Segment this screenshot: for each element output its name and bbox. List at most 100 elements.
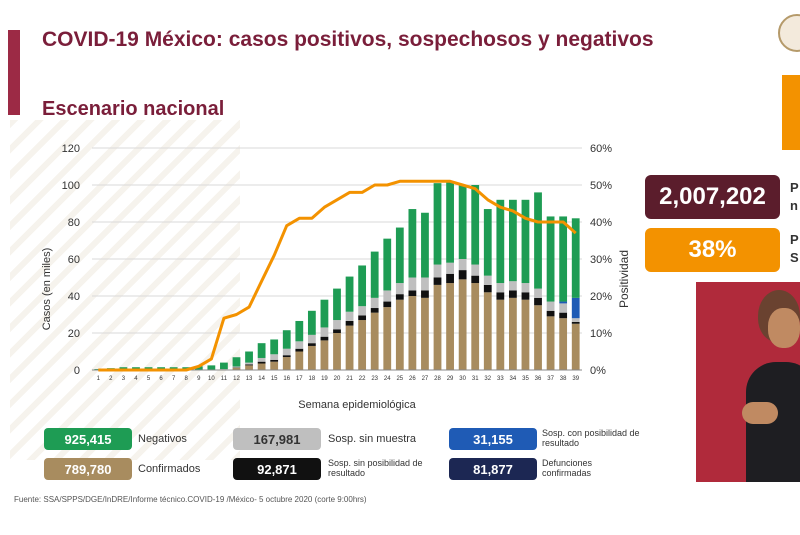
- bar-segment-sosp_sin_muestra: [395, 283, 404, 295]
- bar-segment-sosp_sin_muestra: [509, 281, 517, 291]
- x-tick-label: 21: [346, 376, 353, 382]
- total-label-fragment: P: [790, 180, 799, 195]
- bar-segment-sosp_sin_posibilidad: [395, 294, 404, 300]
- x-tick-label: 7: [172, 376, 176, 382]
- bar-segment-negativos: [207, 365, 216, 370]
- bar-segment-sosp_sin_posibilidad: [295, 348, 304, 352]
- y2-tick-label: 30%: [590, 254, 612, 266]
- bar-segment-sosp_con_posibilidad: [571, 297, 580, 319]
- bar-segment-sosp_sin_posibilidad: [509, 290, 517, 298]
- x-tick-label: 30: [459, 376, 466, 382]
- bar-segment-sosp_sin_muestra: [446, 262, 454, 274]
- bar-segment-sosp_sin_posibilidad: [282, 355, 291, 358]
- bar-segment-sosp_sin_posibilidad: [408, 290, 417, 296]
- bar-segment-sosp_sin_posibilidad: [345, 320, 354, 326]
- positivity-label-fragment-2: S: [790, 250, 799, 265]
- x-tick-label: 18: [309, 376, 316, 382]
- bar-segment-sosp_sin_posibilidad: [320, 336, 329, 341]
- x-tick-label: 14: [258, 376, 265, 382]
- x-tick-label: 8: [185, 376, 189, 382]
- x-tick-label: 15: [271, 376, 278, 382]
- bar-segment-negativos: [509, 199, 517, 282]
- bar-segment-confirmados: [496, 299, 505, 370]
- x-tick-label: 23: [371, 376, 378, 382]
- total-tests-value: 2,007,202: [645, 175, 780, 219]
- x-tick-label: 13: [246, 376, 253, 382]
- bar-segment-sosp_sin_posibilidad: [358, 315, 367, 321]
- bar-segment-negativos: [471, 185, 480, 265]
- bar-segment-sosp_sin_muestra: [232, 366, 241, 368]
- x-tick-label: 3: [122, 376, 126, 382]
- bar-segment-confirmados: [408, 296, 417, 370]
- y2-tick-label: 40%: [590, 217, 612, 229]
- bar-segment-sosp_sin_muestra: [345, 311, 354, 321]
- y-tick-label: 120: [62, 143, 80, 155]
- bar-segment-negativos: [521, 199, 530, 284]
- bar-segment-sosp_sin_posibilidad: [521, 292, 530, 300]
- bar-segment-negativos: [295, 320, 304, 342]
- bar-segment-negativos: [358, 265, 367, 307]
- x-tick-label: 19: [321, 376, 328, 382]
- legend-sin-posibilidad-label: Sosp. sin posibilidad de resultado: [328, 458, 423, 478]
- section-subtitle: Escenario nacional: [42, 98, 225, 120]
- bar-segment-negativos: [282, 330, 291, 349]
- x-tick-label: 12: [233, 376, 240, 382]
- x-tick-label: 29: [447, 376, 454, 382]
- x-tick-label: 10: [208, 376, 215, 382]
- bar-segment-negativos: [220, 362, 228, 370]
- x-tick-label: 26: [409, 376, 416, 382]
- x-tick-label: 22: [359, 376, 366, 382]
- bar-segment-sosp_sin_muestra: [571, 318, 580, 322]
- x-tick-label: 4: [134, 376, 138, 382]
- accent-bar: [8, 30, 20, 115]
- interpreter-face: [768, 308, 800, 348]
- bar-segment-sosp_sin_muestra: [320, 327, 329, 337]
- bar-segment-sosp_sin_posibilidad: [458, 270, 467, 280]
- bar-segment-confirmados: [509, 297, 517, 370]
- y-axis-title: Casos (en miles): [41, 248, 53, 331]
- bar-segment-sosp_sin_muestra: [282, 348, 291, 356]
- bar-segment-sosp_sin_muestra: [471, 264, 480, 276]
- bar-segment-sosp_sin_muestra: [408, 277, 417, 291]
- sign-language-interpreter-video: [696, 282, 800, 482]
- legend-confirmados-label: Confirmados: [138, 463, 201, 475]
- positivity-label-fragment: P: [790, 232, 799, 247]
- bar-segment-sosp_sin_posibilidad: [546, 310, 555, 317]
- bar-segment-negativos: [232, 357, 241, 367]
- bar-segment-sosp_sin_posibilidad: [245, 364, 253, 366]
- bar-segment-confirmados: [433, 284, 442, 370]
- bar-segment-confirmados: [421, 297, 429, 370]
- slide: COVID-19 México: casos positivos, sospec…: [8, 14, 800, 504]
- positivity-value: 38%: [645, 228, 780, 272]
- source-note: Fuente: SSA/SPPS/DGE/InDRE/Informe técni…: [14, 495, 367, 504]
- bar-segment-confirmados: [345, 325, 354, 370]
- bar-segment-sosp_sin_posibilidad: [571, 321, 580, 324]
- legend-sin-posibilidad-value: 92,871: [233, 458, 321, 480]
- bar-segment-negativos: [395, 227, 404, 284]
- legend-defunciones-value: 81,877: [449, 458, 537, 480]
- bar-segment-sosp_sin_posibilidad: [257, 361, 266, 364]
- bar-segment-negativos: [559, 216, 568, 302]
- y2-tick-label: 10%: [590, 328, 612, 340]
- bar-segment-sosp_sin_posibilidad: [421, 290, 429, 298]
- bar-segment-negativos: [546, 216, 555, 302]
- bar-segment-confirmados: [320, 340, 329, 370]
- bar-segment-sosp_sin_posibilidad: [270, 359, 279, 362]
- bar-segment-confirmados: [559, 318, 568, 370]
- bar-segment-negativos: [307, 310, 316, 335]
- bar-segment-confirmados: [282, 357, 291, 370]
- x-tick-label: 17: [296, 376, 303, 382]
- legend-sin-muestra-value: 167,981: [233, 428, 321, 450]
- bar-segment-confirmados: [446, 283, 454, 370]
- bar-segment-confirmados: [521, 299, 530, 370]
- y-tick-label: 40: [68, 291, 80, 303]
- bar-segment-negativos: [383, 238, 392, 291]
- bar-segment-sosp_sin_muestra: [245, 362, 253, 365]
- y-tick-label: 80: [68, 217, 80, 229]
- legend-negativos-value: 925,415: [44, 428, 132, 450]
- x-tick-label: 35: [522, 376, 529, 382]
- bar-segment-negativos: [446, 181, 454, 263]
- bar-segment-sosp_sin_muestra: [270, 354, 279, 360]
- x-tick-label: 27: [422, 376, 429, 382]
- bar-segment-confirmados: [232, 367, 241, 370]
